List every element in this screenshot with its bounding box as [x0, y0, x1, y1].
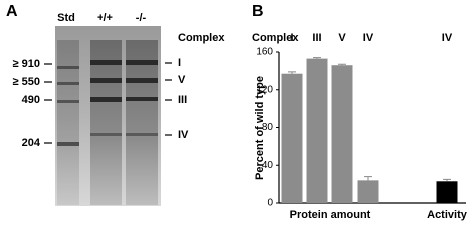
error-bar: [313, 57, 321, 59]
group-label: Protein amount: [290, 209, 371, 221]
bar: [357, 180, 379, 203]
y-tick-label: 0: [267, 198, 273, 209]
x-tick-label: I: [290, 32, 293, 44]
x-tick-label: IV: [363, 32, 374, 44]
x-tick-label: IV: [442, 32, 453, 44]
complex-header: Complex: [178, 32, 225, 44]
error-bar: [443, 178, 451, 182]
y-tick-label: 160: [256, 47, 273, 58]
y-tick-label: 120: [256, 84, 273, 95]
complex-label: V: [178, 74, 186, 86]
gel: [55, 26, 161, 206]
bar: [306, 58, 328, 204]
marker-dashes: [44, 62, 172, 144]
complex-label: III: [178, 94, 187, 106]
bar: [436, 181, 458, 203]
page: A Std +/+ -/- Complex ≥ 910 ≥ 550 490 20…: [6, 3, 468, 221]
lane-label: +/+: [97, 12, 113, 24]
group-label: Activity: [427, 209, 468, 221]
marker-label: 204: [22, 137, 41, 149]
y-tick-label: 80: [262, 122, 274, 133]
complex-label: IV: [178, 129, 189, 141]
marker-label: ≥ 550: [13, 76, 40, 88]
error-bar: [338, 63, 346, 66]
lane-label: -/-: [136, 12, 147, 24]
figure: A Std +/+ -/- Complex ≥ 910 ≥ 550 490 20…: [6, 3, 468, 221]
error-bar: [364, 176, 372, 181]
panel-label: A: [6, 3, 18, 20]
y-tick-label: 40: [262, 160, 274, 171]
y-axis-label: Percent of wild type: [254, 76, 266, 180]
complex-header: Complex: [252, 32, 299, 44]
x-tick-label: III: [312, 32, 321, 44]
bar: [331, 65, 353, 204]
error-bar: [288, 71, 296, 74]
panel-label: B: [252, 3, 264, 20]
marker-label: 490: [22, 94, 40, 106]
bar: [281, 73, 303, 203]
complex-label: I: [178, 57, 181, 69]
lane-label: Std: [57, 12, 75, 24]
marker-label: ≥ 910: [13, 58, 40, 70]
x-tick-label: V: [338, 32, 346, 44]
